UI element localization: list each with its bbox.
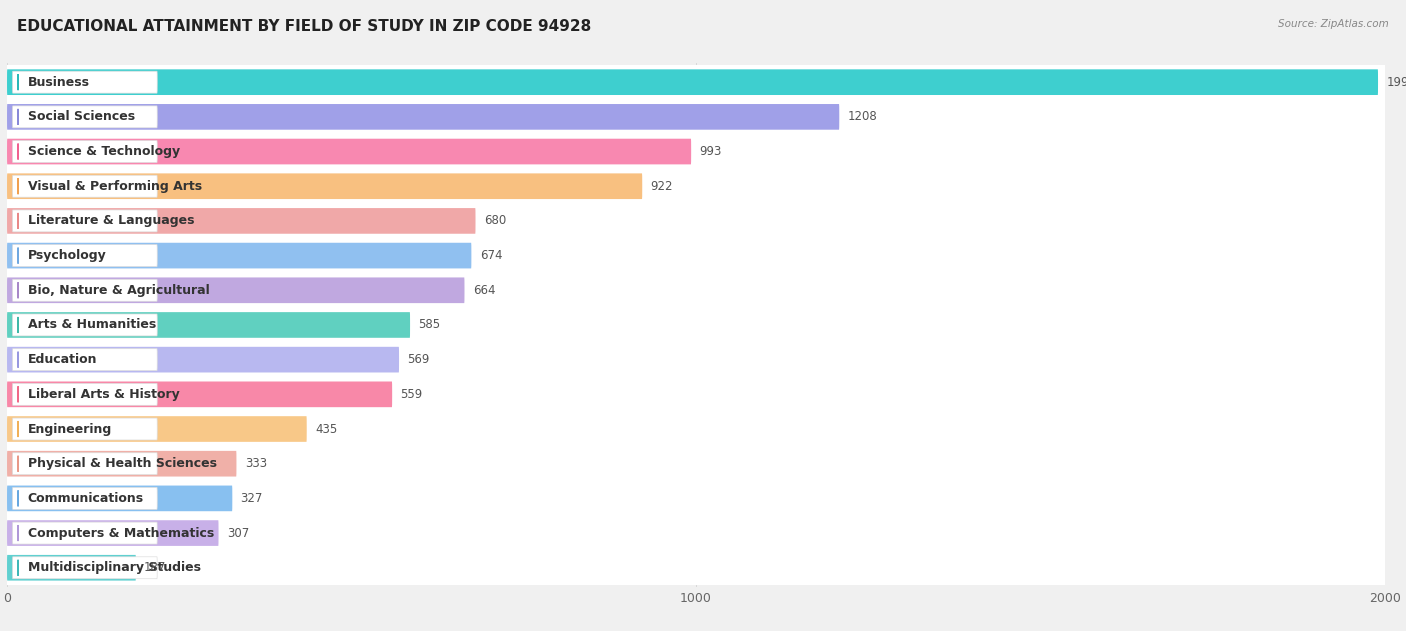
Text: Visual & Performing Arts: Visual & Performing Arts (28, 180, 202, 192)
Text: 569: 569 (408, 353, 430, 366)
Text: Literature & Languages: Literature & Languages (28, 215, 194, 227)
FancyBboxPatch shape (13, 314, 157, 336)
Text: 585: 585 (419, 319, 440, 331)
FancyBboxPatch shape (7, 377, 1385, 411)
Text: 559: 559 (401, 388, 423, 401)
Text: 435: 435 (315, 423, 337, 435)
FancyBboxPatch shape (13, 522, 157, 544)
Text: Liberal Arts & History: Liberal Arts & History (28, 388, 180, 401)
Text: 922: 922 (651, 180, 673, 192)
FancyBboxPatch shape (7, 169, 1385, 204)
FancyBboxPatch shape (7, 69, 1378, 95)
Text: Engineering: Engineering (28, 423, 112, 435)
Text: 187: 187 (145, 561, 166, 574)
Text: 664: 664 (472, 284, 495, 297)
FancyBboxPatch shape (7, 65, 1385, 100)
Text: Source: ZipAtlas.com: Source: ZipAtlas.com (1278, 19, 1389, 29)
Text: 307: 307 (226, 527, 249, 540)
FancyBboxPatch shape (7, 411, 1385, 446)
FancyBboxPatch shape (7, 104, 839, 130)
FancyBboxPatch shape (13, 418, 157, 440)
FancyBboxPatch shape (7, 446, 1385, 481)
FancyBboxPatch shape (13, 452, 157, 475)
Text: Science & Technology: Science & Technology (28, 145, 180, 158)
FancyBboxPatch shape (7, 451, 236, 476)
Text: 993: 993 (699, 145, 721, 158)
FancyBboxPatch shape (7, 239, 1385, 273)
Text: Communications: Communications (28, 492, 143, 505)
FancyBboxPatch shape (7, 520, 218, 546)
FancyBboxPatch shape (7, 485, 232, 511)
FancyBboxPatch shape (7, 243, 471, 268)
Text: Bio, Nature & Agricultural: Bio, Nature & Agricultural (28, 284, 209, 297)
Text: 674: 674 (479, 249, 502, 262)
Text: 327: 327 (240, 492, 263, 505)
FancyBboxPatch shape (13, 71, 157, 93)
Text: 1990: 1990 (1386, 76, 1406, 89)
FancyBboxPatch shape (7, 100, 1385, 134)
FancyBboxPatch shape (13, 280, 157, 301)
Text: 333: 333 (245, 457, 267, 470)
FancyBboxPatch shape (7, 278, 464, 303)
Text: Education: Education (28, 353, 97, 366)
FancyBboxPatch shape (7, 416, 307, 442)
FancyBboxPatch shape (13, 245, 157, 266)
FancyBboxPatch shape (7, 139, 692, 165)
Text: 680: 680 (484, 215, 506, 227)
FancyBboxPatch shape (7, 382, 392, 407)
FancyBboxPatch shape (13, 106, 157, 128)
FancyBboxPatch shape (7, 308, 1385, 342)
Text: Arts & Humanities: Arts & Humanities (28, 319, 156, 331)
FancyBboxPatch shape (13, 349, 157, 370)
FancyBboxPatch shape (7, 347, 399, 372)
Text: Computers & Mathematics: Computers & Mathematics (28, 527, 214, 540)
FancyBboxPatch shape (7, 208, 475, 233)
FancyBboxPatch shape (7, 273, 1385, 308)
Text: Psychology: Psychology (28, 249, 107, 262)
Text: Physical & Health Sciences: Physical & Health Sciences (28, 457, 217, 470)
Text: Multidisciplinary Studies: Multidisciplinary Studies (28, 561, 201, 574)
FancyBboxPatch shape (7, 134, 1385, 169)
FancyBboxPatch shape (7, 342, 1385, 377)
FancyBboxPatch shape (13, 141, 157, 163)
FancyBboxPatch shape (13, 487, 157, 509)
FancyBboxPatch shape (7, 204, 1385, 239)
Text: Social Sciences: Social Sciences (28, 110, 135, 123)
FancyBboxPatch shape (7, 481, 1385, 516)
FancyBboxPatch shape (7, 174, 643, 199)
FancyBboxPatch shape (13, 175, 157, 198)
FancyBboxPatch shape (13, 384, 157, 405)
FancyBboxPatch shape (13, 557, 157, 579)
FancyBboxPatch shape (13, 210, 157, 232)
Text: Business: Business (28, 76, 90, 89)
FancyBboxPatch shape (7, 312, 411, 338)
Text: EDUCATIONAL ATTAINMENT BY FIELD OF STUDY IN ZIP CODE 94928: EDUCATIONAL ATTAINMENT BY FIELD OF STUDY… (17, 19, 591, 34)
FancyBboxPatch shape (7, 555, 136, 581)
Text: 1208: 1208 (848, 110, 877, 123)
FancyBboxPatch shape (7, 516, 1385, 550)
FancyBboxPatch shape (7, 550, 1385, 585)
